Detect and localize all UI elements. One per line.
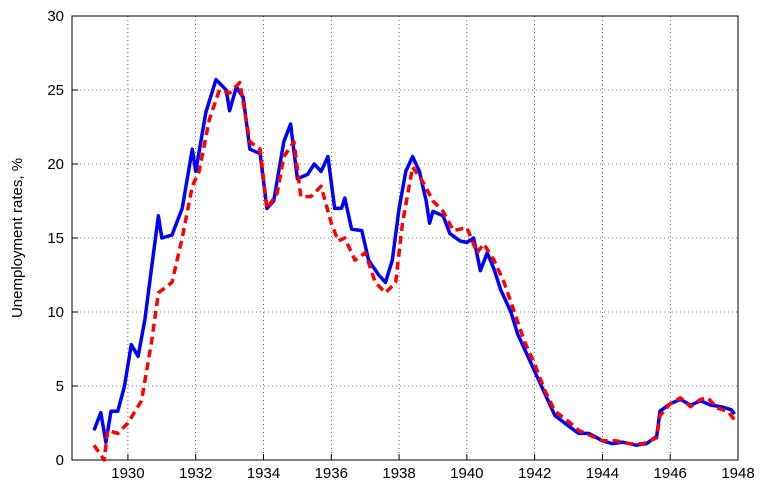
y-tick-label: 15 bbox=[47, 230, 64, 247]
x-tick-label: 1940 bbox=[450, 465, 483, 482]
y-tick-label: 10 bbox=[47, 304, 64, 321]
y-tick-label: 20 bbox=[47, 156, 64, 173]
x-tick-label: 1948 bbox=[721, 465, 754, 482]
x-tick-label: 1934 bbox=[247, 465, 280, 482]
x-tick-label: 1930 bbox=[111, 465, 144, 482]
x-tick-label: 1932 bbox=[179, 465, 212, 482]
y-tick-label: 5 bbox=[56, 378, 64, 395]
y-tick-label: 25 bbox=[47, 82, 64, 99]
plot-frame bbox=[71, 15, 739, 461]
y-axis-label: Unemployment rates, % bbox=[9, 158, 26, 318]
x-tick-label: 1936 bbox=[315, 465, 348, 482]
series-line bbox=[92, 80, 736, 462]
x-tick-label: 1944 bbox=[586, 465, 619, 482]
y-tick-label: 0 bbox=[56, 452, 64, 469]
x-tick-label: 1946 bbox=[654, 465, 687, 482]
x-tick-label: 1942 bbox=[518, 465, 551, 482]
y-tick-label: 30 bbox=[47, 8, 64, 25]
x-tick-label: 1938 bbox=[382, 465, 415, 482]
